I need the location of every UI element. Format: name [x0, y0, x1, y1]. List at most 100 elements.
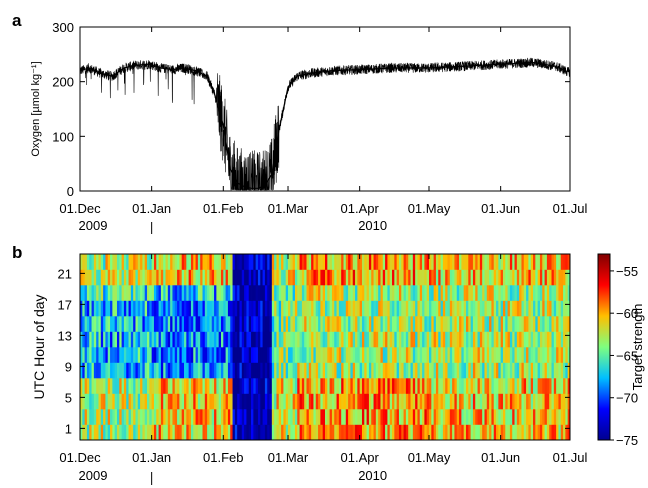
heatmap-cell [387, 269, 391, 286]
heatmap-cell [375, 362, 379, 379]
heatmap-cell [380, 393, 384, 410]
heatmap-cell [498, 409, 502, 425]
heatmap-cell [179, 362, 183, 379]
heatmap-cell [167, 269, 171, 286]
heatmap-cell [116, 285, 120, 301]
heatmap-cell [343, 347, 347, 363]
heatmap-cell [523, 347, 527, 363]
heatmap-cell [465, 347, 469, 363]
heatmap-cell [408, 300, 411, 317]
heatmap-cell [442, 269, 446, 286]
heatmap-cell [220, 269, 224, 286]
heatmap-cell [415, 285, 418, 301]
heatmap-cell [394, 316, 398, 332]
heatmap-cell [357, 331, 361, 348]
heatmap-cell [368, 347, 372, 363]
heatmap-cell [248, 254, 252, 270]
heatmap-cell [415, 347, 418, 363]
heatmap-cell [456, 285, 460, 301]
heatmap-cell [174, 300, 178, 317]
heatmap-cell [232, 362, 236, 379]
heatmap-cell [100, 254, 104, 270]
heatmap-cell [276, 393, 280, 410]
panel-a-series [79, 57, 571, 191]
heatmap-cell [491, 254, 495, 270]
heatmap-cell [218, 347, 222, 363]
heatmap-cell [116, 331, 120, 348]
heatmap-cell [278, 316, 282, 332]
heatmap-cell [126, 331, 129, 348]
heatmap-cell [299, 331, 303, 348]
heatmap-cell [181, 285, 185, 301]
heatmap-cell [151, 347, 155, 363]
heatmap-cell [271, 362, 275, 379]
heatmap-cell [121, 300, 125, 317]
heatmap-cell [417, 378, 421, 394]
heatmap-cell [378, 362, 381, 379]
heatmap-cell [308, 254, 312, 270]
heatmap-cell [128, 254, 132, 270]
heatmap-cell [153, 393, 157, 410]
heatmap-cell [190, 316, 194, 332]
heatmap-cell [140, 424, 143, 441]
heatmap-cell [401, 300, 404, 317]
heatmap-cell [514, 285, 518, 301]
heatmap-cell [237, 285, 240, 301]
heatmap-cell [405, 393, 409, 410]
heatmap-cell [207, 269, 210, 286]
heatmap-cell [361, 393, 365, 410]
heatmap-cell [447, 285, 451, 301]
heatmap-cell [355, 378, 358, 394]
heatmap-cell [431, 378, 435, 394]
heatmap-cell [241, 393, 245, 410]
heatmap-cell [311, 393, 314, 410]
heatmap-cell [382, 331, 386, 348]
heatmap-cell [426, 347, 430, 363]
heatmap-cell [498, 300, 502, 317]
heatmap-cell [248, 378, 252, 394]
heatmap-cell [93, 269, 97, 286]
heatmap-cell [244, 362, 247, 379]
heatmap-cell [86, 362, 90, 379]
heatmap-cell [502, 300, 506, 317]
heatmap-cell [306, 362, 310, 379]
heatmap-cell [500, 316, 504, 332]
heatmap-cell [398, 285, 402, 301]
heatmap-cell [498, 362, 502, 379]
heatmap-cell [274, 254, 277, 270]
heatmap-cell [546, 254, 550, 270]
heatmap-cell [297, 362, 300, 379]
heatmap-cell [558, 362, 562, 379]
heatmap-cell [91, 409, 95, 425]
heatmap-cell [283, 331, 287, 348]
heatmap-cell [207, 347, 210, 363]
heatmap-cell [334, 424, 337, 441]
heatmap-cell [470, 269, 474, 286]
heatmap-cell [382, 393, 386, 410]
heatmap-cell [100, 300, 104, 317]
heatmap-cell [329, 269, 333, 286]
heatmap-cell [500, 254, 504, 270]
heatmap-cell [181, 347, 185, 363]
heatmap-cell [230, 424, 233, 441]
heatmap-cell [401, 347, 404, 363]
heatmap-cell [336, 300, 340, 317]
heatmap-cell [567, 269, 571, 286]
y-tick-label: 200 [52, 75, 74, 90]
heatmap-cell [292, 254, 296, 270]
heatmap-cell [500, 393, 504, 410]
panel-a-x-ticks: 01.Dec 01.Jan 01.Feb 01.Mar 01.Apr 01.May 01.J… [59, 27, 587, 234]
heatmap-cell [442, 409, 446, 425]
heatmap-cell [486, 424, 490, 441]
heatmap-cell [246, 393, 250, 410]
heatmap-cell [385, 300, 388, 317]
heatmap-cell [502, 254, 506, 270]
heatmap-cell [216, 300, 220, 317]
heatmap-cell [137, 316, 141, 332]
heatmap-cell [336, 331, 340, 348]
heatmap-cell [544, 409, 548, 425]
heatmap-cell [163, 300, 166, 317]
heatmap-cell [459, 269, 462, 286]
